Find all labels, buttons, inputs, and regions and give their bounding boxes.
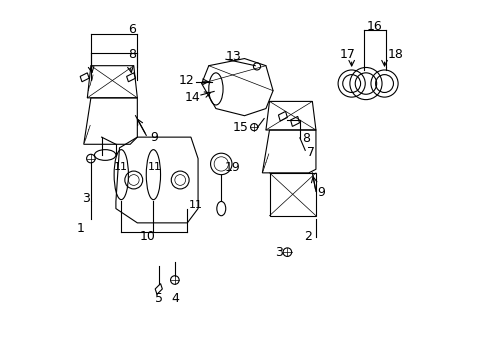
Text: 15: 15 (232, 121, 247, 134)
Text: 11: 11 (114, 162, 128, 172)
Text: 12: 12 (179, 74, 194, 87)
Text: 9: 9 (149, 131, 158, 144)
Text: 11: 11 (148, 162, 162, 172)
Text: 10: 10 (140, 230, 156, 243)
Text: 6: 6 (128, 23, 136, 36)
Text: 16: 16 (366, 20, 382, 33)
Text: 13: 13 (225, 50, 241, 63)
Text: 3: 3 (274, 246, 282, 258)
Text: 4: 4 (171, 292, 179, 305)
Text: 18: 18 (386, 49, 403, 62)
Text: 19: 19 (224, 161, 240, 174)
Text: 3: 3 (82, 193, 90, 206)
Text: 8: 8 (128, 49, 136, 62)
Text: 9: 9 (317, 186, 325, 199)
Text: 8: 8 (301, 132, 309, 145)
Text: 5: 5 (155, 292, 163, 305)
Text: 14: 14 (185, 91, 201, 104)
Text: 11: 11 (189, 200, 203, 210)
Text: 7: 7 (306, 146, 314, 159)
Text: 1: 1 (76, 222, 84, 235)
Text: 17: 17 (340, 49, 355, 62)
Text: 2: 2 (303, 230, 311, 243)
